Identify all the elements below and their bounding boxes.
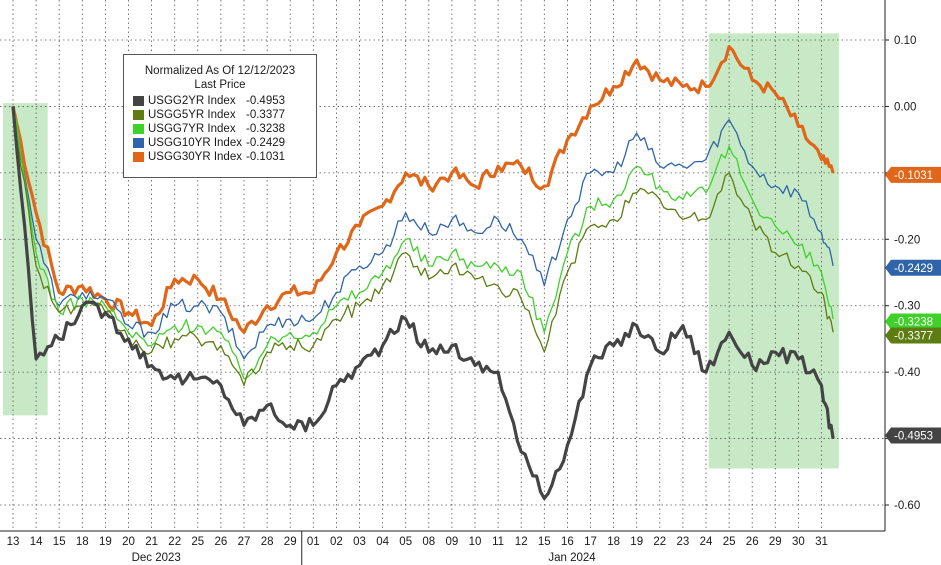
x-tick-label: 18 bbox=[76, 536, 89, 548]
last-value-tag: -0.2429 bbox=[885, 259, 941, 276]
legend-swatch bbox=[133, 138, 144, 148]
x-tick-label: 25 bbox=[191, 536, 204, 548]
legend-swatch bbox=[133, 110, 144, 120]
legend-entry-name: USGG2YR Index bbox=[148, 95, 236, 107]
x-tick-label: 20 bbox=[122, 536, 135, 548]
legend-entry-usgg2yr: USGG2YR Index -0.4953 bbox=[124, 94, 316, 108]
x-tick-label: 15 bbox=[53, 536, 66, 548]
last-value-tag: -0.1031 bbox=[885, 166, 941, 183]
x-tick-label: 10 bbox=[469, 536, 482, 548]
x-tick-label: 17 bbox=[584, 536, 597, 548]
x-tick-label: 31 bbox=[815, 536, 828, 548]
last-value-tag-box bbox=[885, 166, 941, 183]
x-tick-label: 03 bbox=[353, 536, 366, 548]
x-tick-label: 30 bbox=[792, 536, 805, 548]
x-tick-label: 14 bbox=[30, 536, 43, 548]
x-tick-label: 13 bbox=[7, 536, 20, 548]
x-tick-label: 04 bbox=[376, 536, 389, 548]
legend-swatch bbox=[133, 96, 144, 106]
x-tick-label: 11 bbox=[492, 536, 504, 548]
series-line-usgg10yr bbox=[12, 106, 834, 360]
axes bbox=[0, 0, 886, 532]
x-month-label: Jan 2024 bbox=[548, 552, 596, 564]
last-value-tag-label: -0.1031 bbox=[894, 170, 933, 182]
chart-legend: Normalized As Of 12/12/2023 Last Price U… bbox=[123, 54, 317, 178]
legend-entry-value: -0.3238 bbox=[246, 123, 286, 135]
x-tick-label: 27 bbox=[238, 536, 251, 548]
last-value-tag-label: -0.3377 bbox=[894, 331, 933, 343]
x-tick-label: 29 bbox=[284, 536, 297, 548]
x-tick-label: 19 bbox=[99, 536, 112, 548]
y-tick-label: 0.10 bbox=[894, 35, 916, 47]
legend-entry-value: -0.4953 bbox=[246, 95, 286, 107]
last-value-tag-label: -0.4953 bbox=[894, 430, 933, 442]
y-tick-label: -0.30 bbox=[894, 301, 920, 313]
last-value-tag-box bbox=[885, 259, 941, 276]
last-value-tag: -0.4953 bbox=[885, 427, 941, 444]
x-tick-label: 19 bbox=[630, 536, 643, 548]
x-tick-label: 18 bbox=[607, 536, 620, 548]
y-tick-label: -0.40 bbox=[894, 367, 920, 379]
shaded-region bbox=[708, 33, 839, 469]
legend-subtitle: Last Price bbox=[194, 79, 246, 91]
legend-entry-usgg30yr: USGG30YR Index -0.1031 bbox=[124, 150, 316, 164]
series-line-usgg7yr bbox=[12, 106, 834, 380]
legend-entry-usgg7yr: USGG7YR Index -0.3238 bbox=[124, 122, 316, 136]
legend-entry-usgg10yr: USGG10YR Index -0.2429 bbox=[124, 136, 316, 150]
x-tick-label: 26 bbox=[746, 536, 759, 548]
x-tick-label: 29 bbox=[769, 536, 782, 548]
legend-swatch bbox=[133, 124, 144, 134]
shaded-regions bbox=[3, 33, 839, 469]
x-tick-label: 22 bbox=[653, 536, 666, 548]
x-tick-label: 05 bbox=[399, 536, 412, 548]
legend-title: Normalized As Of 12/12/2023 bbox=[144, 65, 296, 77]
x-tick-label: 15 bbox=[538, 536, 551, 548]
legend-entry-usgg5yr: USGG5YR Index -0.3377 bbox=[124, 108, 316, 122]
legend-entry-value: -0.2429 bbox=[246, 137, 286, 149]
y-tick-label: -0.20 bbox=[894, 234, 920, 246]
legend-swatch bbox=[133, 152, 144, 162]
last-value-tags: -0.1031 -0.2429 -0.3238 -0.3377 -0.4953 bbox=[885, 166, 941, 444]
y-tick-label: -0.60 bbox=[894, 500, 920, 512]
last-value-tag-box bbox=[885, 327, 941, 344]
x-tick-label: 23 bbox=[677, 536, 690, 548]
last-value-tag-box bbox=[885, 427, 941, 444]
x-month-label: Dec 2023 bbox=[132, 552, 181, 564]
legend-entry-value: -0.1031 bbox=[246, 151, 286, 163]
x-tick-label: 28 bbox=[261, 536, 274, 548]
series-line-usgg5yr bbox=[12, 106, 834, 387]
series-lines bbox=[11, 45, 835, 500]
last-value-tag-label: -0.2429 bbox=[894, 263, 933, 275]
x-tick-label: 08 bbox=[422, 536, 435, 548]
x-tick-label: 24 bbox=[700, 536, 713, 548]
legend-entry-name: USGG7YR Index bbox=[148, 123, 236, 135]
legend-entry-name: USGG5YR Index bbox=[148, 109, 236, 121]
legend-entry-value: -0.3377 bbox=[246, 109, 286, 121]
series-line-usgg2yr bbox=[11, 106, 835, 500]
legend-entry-name: USGG30YR Index bbox=[148, 151, 242, 163]
x-tick-label: 25 bbox=[723, 536, 736, 548]
last-value-tag: -0.3377 bbox=[885, 327, 941, 344]
x-tick-label: 22 bbox=[168, 536, 181, 548]
x-tick-label: 09 bbox=[446, 536, 459, 548]
shaded-region bbox=[3, 103, 48, 416]
x-tick-label: 02 bbox=[330, 536, 343, 548]
last-value-tag: -0.3238 bbox=[885, 313, 941, 330]
last-value-tag-box bbox=[885, 313, 941, 330]
x-tick-label: 12 bbox=[515, 536, 528, 548]
x-tick-label: 16 bbox=[561, 536, 574, 548]
last-value-tag-label: -0.3238 bbox=[894, 317, 933, 329]
y-tick-label: 0.00 bbox=[894, 101, 916, 113]
legend-entry-name: USGG10YR Index bbox=[148, 137, 242, 149]
x-tick-label: 01 bbox=[307, 536, 320, 548]
series-line-usgg30yr bbox=[11, 45, 835, 334]
x-tick-label: 21 bbox=[145, 536, 158, 548]
x-axis-ticks: 13 14 15 18 19 20 21 22 25 26 27 28 29 01 02 03 04 05 08 09… bbox=[7, 531, 828, 565]
x-tick-label: 26 bbox=[215, 536, 228, 548]
